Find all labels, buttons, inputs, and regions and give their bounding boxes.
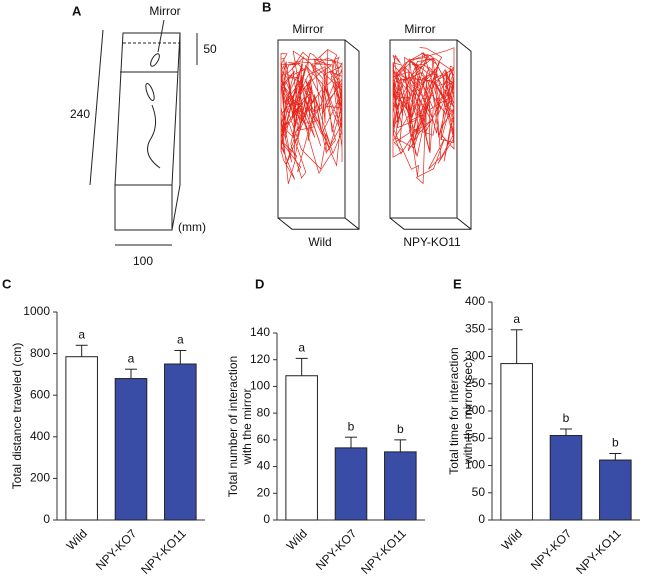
y-tick-label: 100 <box>465 458 485 472</box>
bar <box>65 356 98 521</box>
dimension-label: 100 <box>133 254 153 268</box>
y-tick-label: 60 <box>257 432 271 446</box>
bar <box>334 447 368 521</box>
y-tick-label: 300 <box>465 349 485 363</box>
y-tick-label: 50 <box>472 485 486 499</box>
x-tick-label: NPY-KO11 <box>358 526 409 577</box>
panel-label: D <box>255 276 264 291</box>
mirror-label: Mirror <box>292 22 323 36</box>
y-axis-label: with the mirror (sec) <box>461 358 475 465</box>
bar <box>500 363 533 521</box>
significance-label: b <box>397 422 404 436</box>
arena-side <box>277 39 360 230</box>
significance-label: a <box>78 327 85 341</box>
y-tick-label: 120 <box>250 352 270 366</box>
x-tick-label: NPY-KO11 <box>573 526 624 577</box>
trajectory <box>392 47 455 185</box>
y-axis-label: Total number of interaction <box>226 356 240 497</box>
dimension-label: 50 <box>203 42 217 56</box>
y-tick-label: 600 <box>30 387 50 401</box>
significance-label: a <box>298 341 305 355</box>
x-tick-label: Wild <box>64 526 90 552</box>
panel-label: B <box>262 0 271 14</box>
panel-label: C <box>2 276 12 291</box>
y-tick-label: 80 <box>257 405 271 419</box>
tank-diagram <box>89 19 198 246</box>
y-tick-label: 140 <box>250 325 270 339</box>
y-tick-label: 150 <box>465 430 485 444</box>
dimension-label: 240 <box>70 107 90 121</box>
arena-front <box>277 39 346 219</box>
bar <box>114 378 148 521</box>
significance-label: b <box>612 436 619 450</box>
significance-label: a <box>513 312 520 326</box>
arena-edge <box>344 217 360 230</box>
y-tick-label: 40 <box>257 459 271 473</box>
y-tick-label: 100 <box>250 379 270 393</box>
y-tick-label: 20 <box>257 485 271 499</box>
panel-label: A <box>72 3 82 18</box>
y-tick-label: 1000 <box>23 304 50 318</box>
bar <box>285 375 318 521</box>
y-tick-label: 0 <box>263 512 270 526</box>
y-tick-label: 0 <box>43 512 50 526</box>
x-tick-label: Wild <box>499 526 525 552</box>
bar <box>164 363 197 521</box>
y-tick-label: 800 <box>30 346 50 360</box>
x-tick-label: NPY-KO7 <box>93 526 140 573</box>
y-tick-label: 350 <box>465 321 485 335</box>
x-tick-label: NPY-KO11 <box>138 526 189 577</box>
mirror-label: Mirror <box>404 22 435 36</box>
arena-edge <box>456 217 472 230</box>
group-label: Wild <box>308 235 331 249</box>
y-tick-label: 400 <box>465 294 485 308</box>
x-tick-label: Wild <box>284 526 310 552</box>
group-label: NPY-KO11 <box>403 235 461 249</box>
y-axis-label: Total distance traveled (cm) <box>10 343 24 490</box>
panel-label: E <box>453 276 462 291</box>
arena-diagram <box>277 39 472 230</box>
significance-label: b <box>563 411 570 425</box>
y-axis-label: with the mirror <box>240 388 254 465</box>
bar <box>599 459 632 521</box>
significance-label: b <box>348 419 355 433</box>
y-tick-label: 250 <box>465 376 485 390</box>
y-tick-label: 400 <box>30 429 50 443</box>
unit-label: (mm) <box>178 220 206 234</box>
arena-front <box>389 39 458 219</box>
y-axis-label: Total time for interaction <box>447 347 461 474</box>
bar <box>549 435 583 521</box>
significance-label: a <box>128 351 135 365</box>
y-tick-label: 200 <box>30 471 50 485</box>
bar <box>384 451 417 521</box>
mirror-label: Mirror <box>149 4 180 18</box>
y-tick-label: 0 <box>478 512 485 526</box>
y-tick-label: 200 <box>465 403 485 417</box>
significance-label: a <box>177 333 184 347</box>
trajectory <box>280 48 343 184</box>
x-tick-label: NPY-KO7 <box>528 526 575 573</box>
x-tick-label: NPY-KO7 <box>313 526 360 573</box>
